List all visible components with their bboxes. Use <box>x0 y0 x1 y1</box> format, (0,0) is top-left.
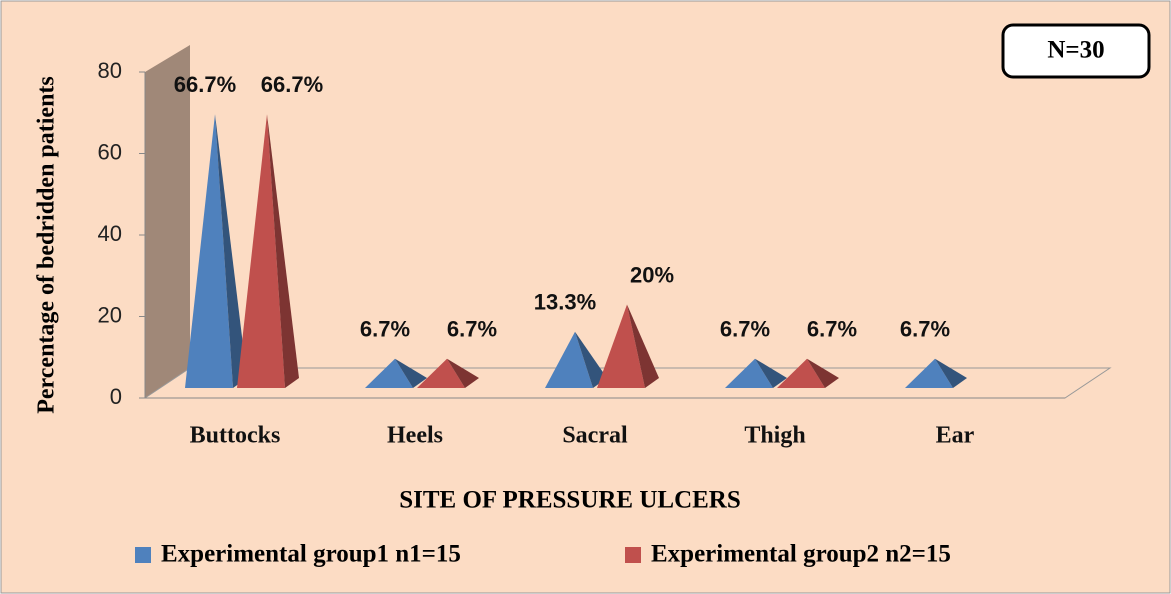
pyramid-front <box>905 358 953 388</box>
pyramid-front <box>237 114 285 388</box>
x-tick-label: Buttocks <box>190 423 281 449</box>
legend-swatch <box>135 547 151 563</box>
pyramid-side <box>807 358 839 388</box>
value-label: 6.7% <box>720 317 770 342</box>
value-label: 6.7% <box>807 317 857 342</box>
pyramid-side <box>447 358 479 388</box>
annotation-box <box>1001 23 1151 79</box>
pyramid <box>237 114 299 388</box>
pyramid-front <box>545 331 593 388</box>
pyramid-side <box>575 331 607 388</box>
legend-label: Experimental group2 n2=15 <box>651 541 951 568</box>
pyramid-side <box>215 114 247 388</box>
value-label: 20% <box>630 262 674 287</box>
annotation: N=30 <box>1047 37 1104 64</box>
legend-swatch <box>625 547 641 563</box>
x-tick-label: Sacral <box>562 423 628 449</box>
pyramid-front <box>365 358 413 388</box>
pyramid-front <box>725 358 773 388</box>
pyramid <box>777 358 839 388</box>
value-label: 66.7% <box>174 72 236 97</box>
pyramid <box>725 358 787 388</box>
x-axis-label: SITE OF PRESSURE ULCERS <box>399 487 741 514</box>
x-tick-label: Thigh <box>744 423 805 449</box>
pyramid-front <box>597 304 645 388</box>
back-wall <box>145 45 190 398</box>
y-tick-label: 20 <box>98 302 122 327</box>
y-tick-label: 60 <box>98 139 122 164</box>
y-tick-label: 80 <box>98 58 122 83</box>
pyramid <box>417 358 479 388</box>
y-tick-label: 40 <box>98 221 122 246</box>
value-label: 66.7% <box>261 72 323 97</box>
pyramid-side <box>935 358 967 388</box>
value-label: 13.3% <box>534 290 596 315</box>
pyramid <box>365 358 427 388</box>
pyramid-front <box>417 358 465 388</box>
pyramid-front <box>185 114 233 388</box>
pyramid <box>905 358 967 388</box>
pyramid <box>597 304 659 388</box>
pyramid <box>185 114 247 388</box>
y-tick-label: 0 <box>110 384 122 409</box>
pyramid <box>545 331 607 388</box>
value-label: 6.7% <box>900 317 950 342</box>
pyramid-side <box>395 358 427 388</box>
value-label: 6.7% <box>447 317 497 342</box>
pyramid-side <box>627 304 659 388</box>
x-tick-label: Heels <box>387 423 443 449</box>
y-axis-label: Percentage of bedridden patients <box>34 76 60 414</box>
pyramid-front <box>777 358 825 388</box>
value-label: 6.7% <box>360 317 410 342</box>
pyramid-side <box>267 114 299 388</box>
pyramid-side <box>755 358 787 388</box>
x-tick-label: Ear <box>936 423 975 449</box>
legend-label: Experimental group1 n1=15 <box>161 541 461 568</box>
